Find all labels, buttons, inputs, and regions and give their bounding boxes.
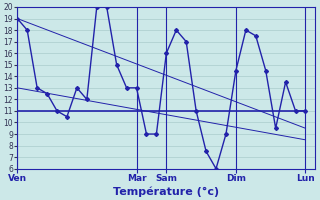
X-axis label: Température (°c): Température (°c)	[113, 186, 220, 197]
